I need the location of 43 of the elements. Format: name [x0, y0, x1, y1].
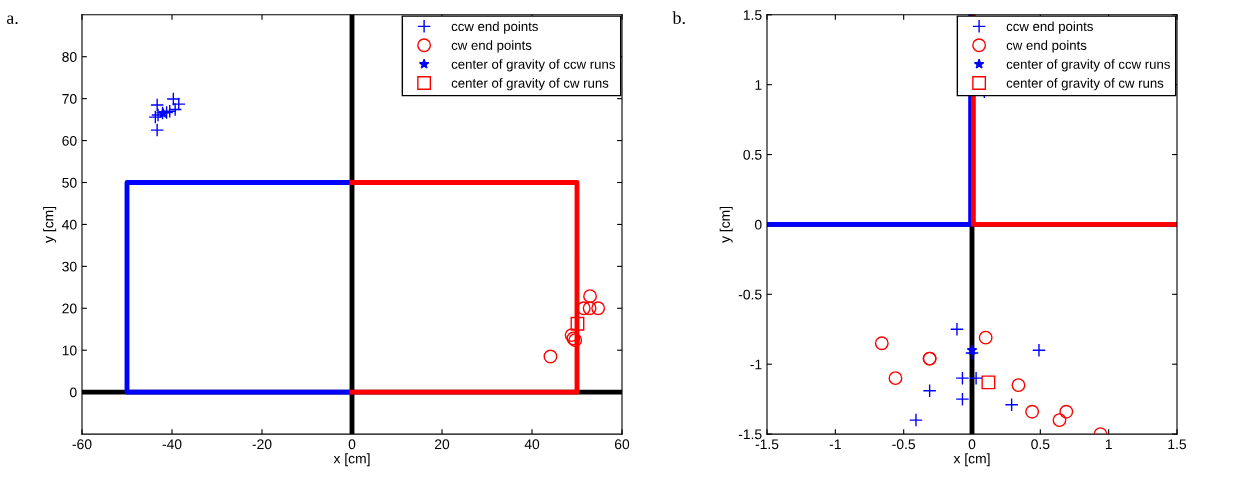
x-tick-label: 20: [434, 439, 450, 450]
y-tick-label: 30: [62, 261, 77, 272]
y-tick-label: 40: [62, 219, 77, 230]
text: a.: [6, 15, 18, 25]
legend-label: cw end points: [451, 40, 532, 53]
x-tick-label: -0.5: [892, 439, 916, 450]
y-tick-label: -1.5: [738, 429, 762, 440]
legend-label: ccw end points: [1006, 21, 1093, 34]
y-tick-label: 50: [62, 177, 77, 188]
y-tick-label: 80: [62, 52, 77, 62]
y-tick-label: 1: [755, 80, 762, 90]
y-tick-label: -1: [750, 359, 762, 370]
y-tick-label: 10: [62, 345, 77, 356]
x-tick-label: -40: [162, 439, 182, 450]
legend-label: center of gravity of cw runs: [1006, 78, 1164, 91]
y-tick-label: 0: [754, 219, 762, 230]
x-axis-title: x [cm]: [333, 453, 370, 467]
x-tick-label: 40: [524, 439, 540, 450]
legend-label: center of gravity of ccw runs: [1006, 59, 1170, 72]
y-tick-label: 70: [62, 93, 77, 104]
legend-label: center of gravity of ccw runs: [451, 59, 615, 72]
x-tick-label: -1: [829, 439, 841, 449]
x-tick-label: 0: [348, 439, 356, 450]
x-tick-label: 60: [614, 439, 630, 450]
y-tick-label: -0.5: [738, 289, 762, 300]
x-tick-label: -20: [252, 439, 272, 450]
y-axis-title: y [cm]: [43, 206, 57, 243]
x-tick-label: 0.5: [1031, 439, 1050, 450]
x-axis-title: x [cm]: [953, 453, 990, 467]
y-tick-label: 0: [69, 387, 77, 398]
x-tick-label: -60: [72, 439, 92, 450]
y-tick-label: 0.5: [743, 149, 762, 160]
y-tick-label: 1.5: [743, 10, 762, 20]
y-tick-label: 60: [62, 135, 77, 146]
x-tick-label: 0: [968, 439, 976, 450]
y-axis-title: y [cm]: [719, 206, 733, 243]
y-tick-label: 20: [62, 303, 77, 314]
legend-label: ccw end points: [451, 21, 538, 34]
text: b.: [672, 11, 685, 25]
legend-label: cw end points: [1006, 40, 1087, 53]
x-tick-label: 1: [1105, 439, 1112, 449]
legend-label: center of gravity of cw runs: [451, 78, 609, 91]
x-tick-label: 1.5: [1168, 439, 1187, 450]
